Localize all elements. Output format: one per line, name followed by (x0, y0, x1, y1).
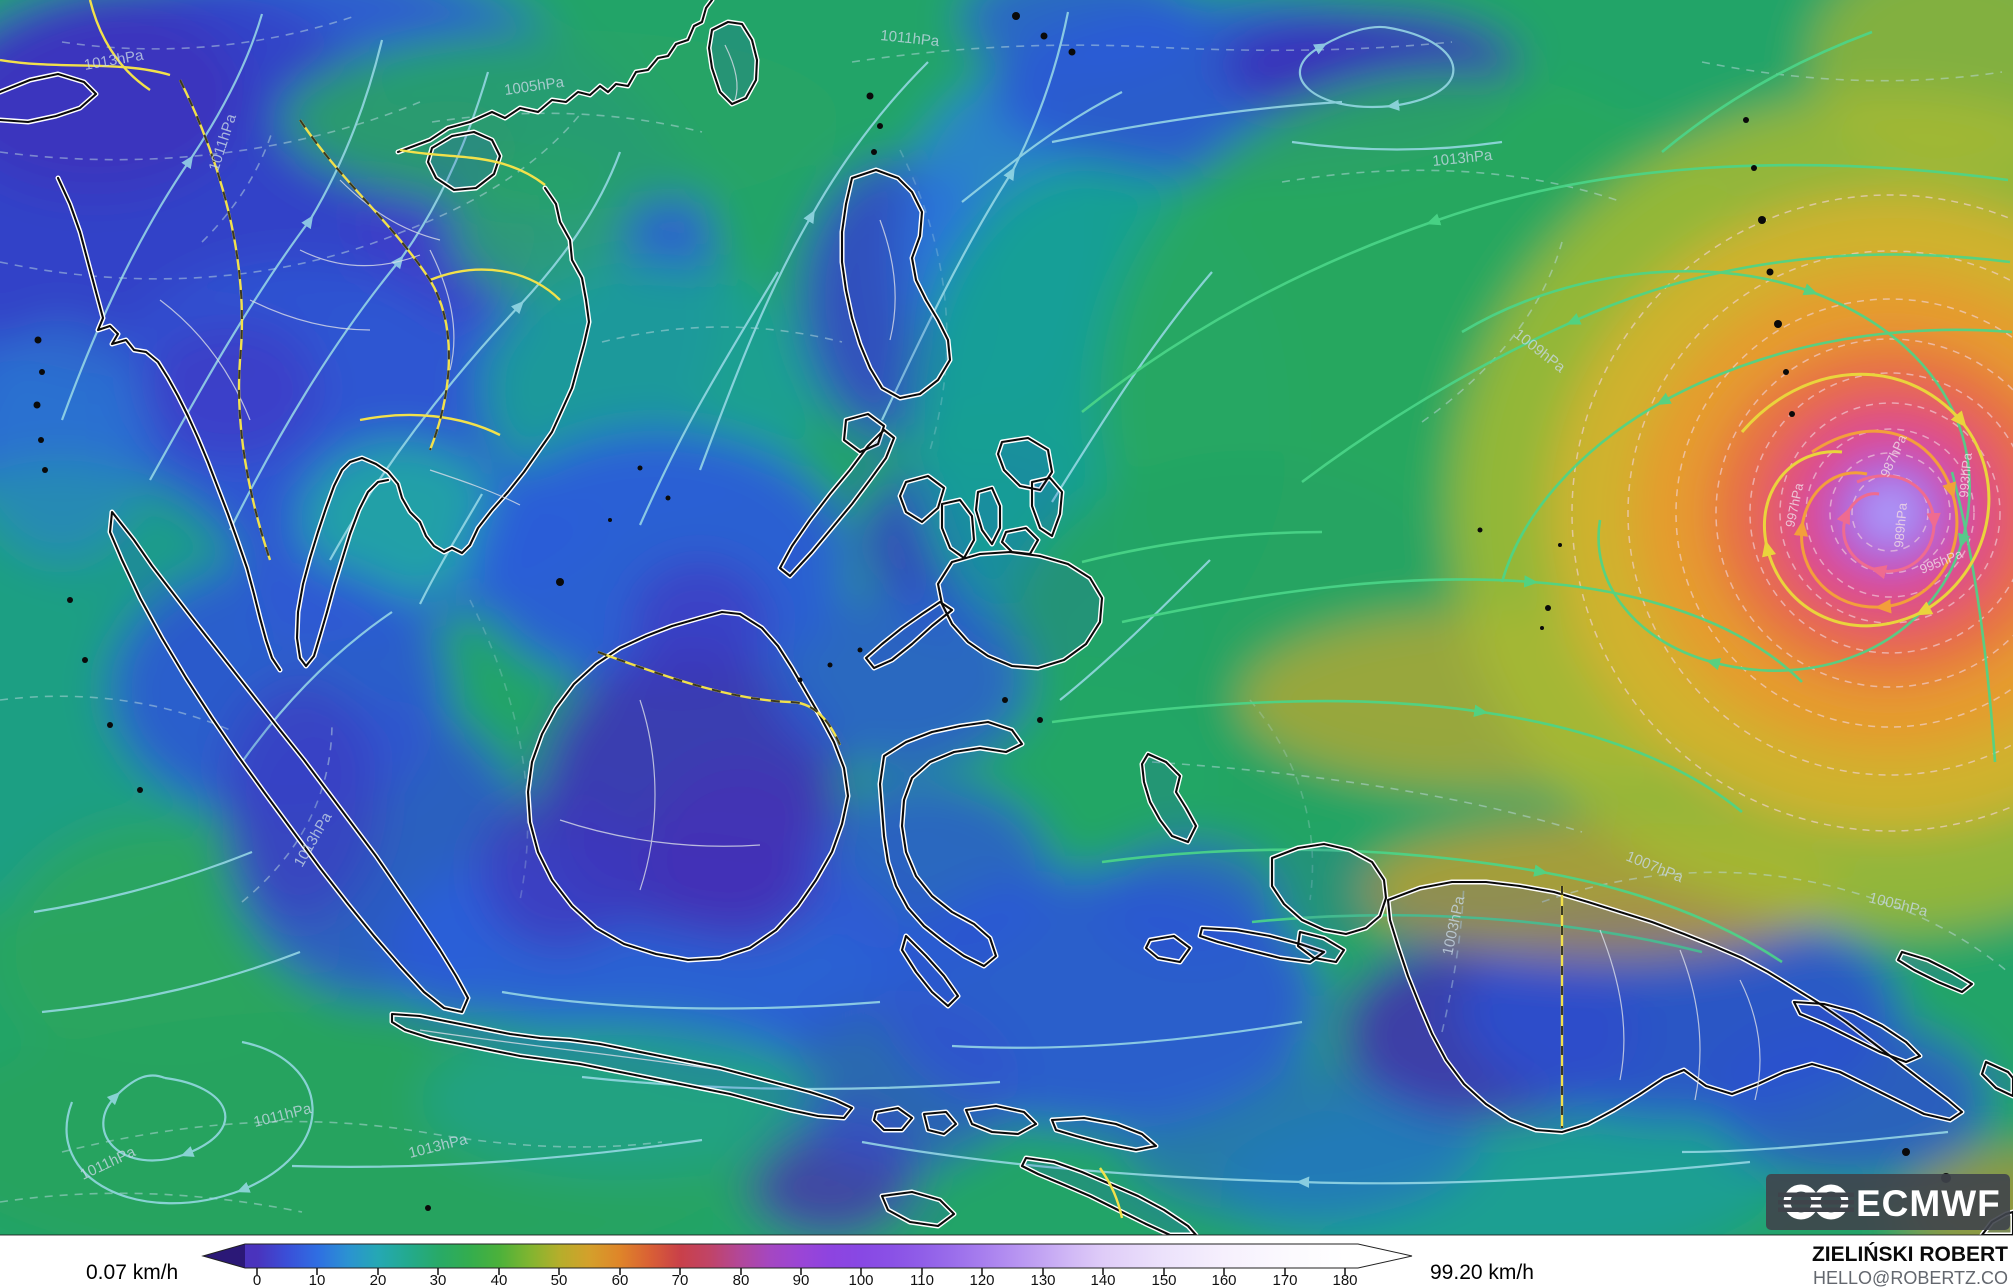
tick-label: 80 (733, 1272, 750, 1287)
tick-label: 10 (309, 1272, 326, 1287)
tick-label: 100 (848, 1272, 873, 1287)
tick-label: 20 (370, 1272, 387, 1287)
tick-label: 60 (612, 1272, 629, 1287)
small-islands (33, 12, 1951, 1211)
isobar-label: 993hPa (1956, 452, 1975, 499)
tick-label: 180 (1332, 1272, 1357, 1287)
tick-label: 40 (491, 1272, 508, 1287)
legend-min-label: 0.07 km/h (86, 1261, 178, 1284)
attribution-author: ZIELIŃSKI ROBERT (1812, 1243, 2008, 1266)
isobar-label: 989hPa (1891, 502, 1910, 549)
colorbar-gradient (245, 1244, 1358, 1268)
tick-label: 140 (1090, 1272, 1115, 1287)
ecmwf-logo-icon (1778, 1184, 1854, 1220)
tick-label: 130 (1030, 1272, 1055, 1287)
tick-label: 0 (253, 1272, 261, 1287)
isobar-label: 1013hPa (1432, 147, 1494, 170)
attribution-contact: HELLO@ROBERTZ.CO (1813, 1268, 2008, 1287)
tick-label: 30 (430, 1272, 447, 1287)
tick-label: 110 (910, 1272, 934, 1287)
admin-boundaries (159, 44, 1761, 1101)
streamlines-pacific (1051, 30, 2013, 964)
tick-label: 90 (793, 1272, 810, 1287)
colorbar-tick-labels: 0 10 20 30 40 50 60 70 80 90 100 110 120… (253, 1272, 1358, 1287)
legend-max-label: 99.20 km/h (1430, 1261, 1534, 1284)
legend-bar: 0.07 km/h 0 10 20 30 40 50 60 (0, 1234, 2013, 1287)
ecmwf-logo-text: ECMWF (1856, 1183, 2001, 1224)
ecmwf-logo: ECMWF (1766, 1174, 2010, 1230)
tick-label: 160 (1211, 1272, 1236, 1287)
colorbar-outline (201, 1243, 1413, 1269)
country-borders (0, 0, 1564, 1219)
colorbar-ticks (256, 1268, 1346, 1275)
colorbar (201, 1243, 1413, 1269)
isobar-label: 1011hPa (880, 27, 941, 50)
tick-label: 120 (969, 1272, 994, 1287)
tick-label: 150 (1151, 1272, 1176, 1287)
coastlines-ink (0, 0, 2013, 1235)
tick-label: 170 (1272, 1272, 1297, 1287)
cyclone-streamlines (1740, 372, 1991, 628)
colorbar-right-arrow (1358, 1244, 1412, 1268)
tick-label: 50 (551, 1272, 568, 1287)
tick-label: 70 (672, 1272, 689, 1287)
isobar-lines (0, 16, 2009, 1213)
colorbar-left-arrow (203, 1244, 245, 1268)
